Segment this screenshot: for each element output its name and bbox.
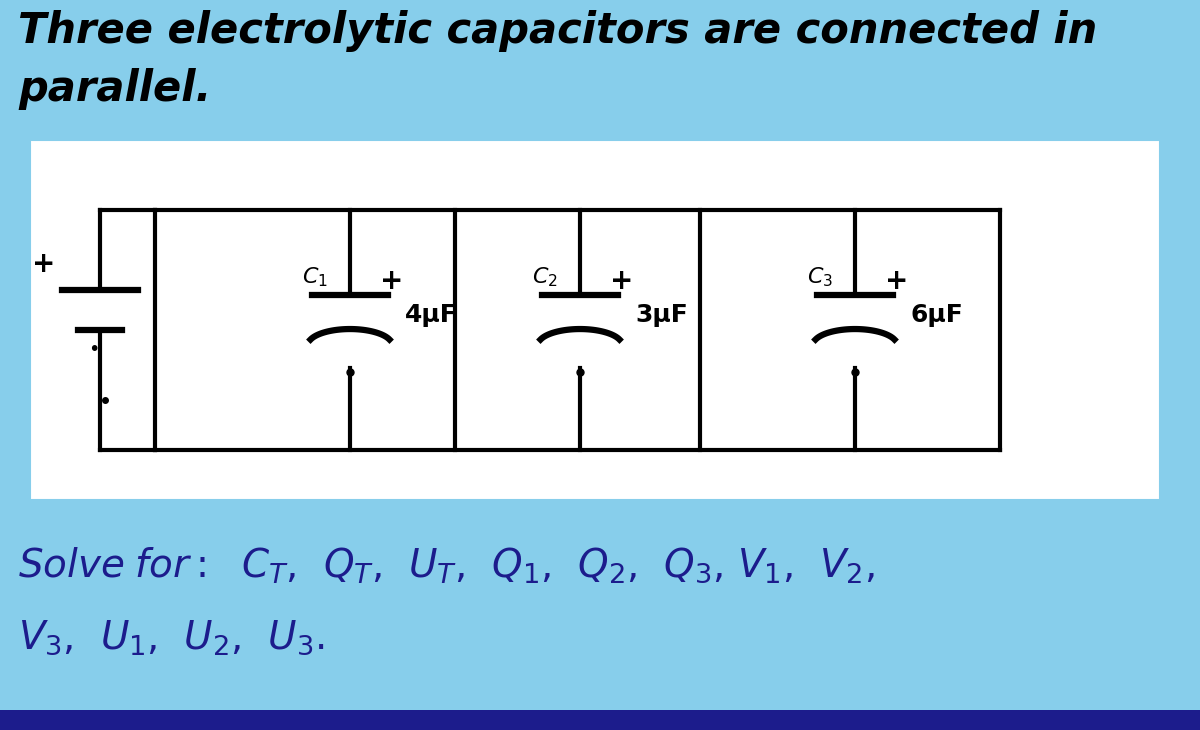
Text: $\mathit{V_3}$,  $\mathit{U_1}$,  $\mathit{U_2}$,  $\mathit{U_3}$.: $\mathit{V_3}$, $\mathit{U_1}$, $\mathit… (18, 618, 325, 656)
Text: $C_1$: $C_1$ (302, 265, 328, 288)
Text: parallel.: parallel. (18, 68, 211, 110)
Text: 6μF: 6μF (910, 303, 962, 327)
Bar (0, 710, 1200, 730)
Text: 3μF: 3μF (635, 303, 688, 327)
Text: +: + (32, 250, 55, 278)
Text: +: + (380, 267, 403, 295)
Text: +: + (886, 267, 908, 295)
Text: $C_2$: $C_2$ (532, 265, 558, 288)
Text: •: • (88, 340, 100, 359)
Text: +: + (610, 267, 634, 295)
Text: $\bf{\mathit{Solve\;for:}}$  $\mathit{C_T}$,  $\mathit{Q_T}$,  $\mathit{U_T}$,  : $\bf{\mathit{Solve\;for:}}$ $\mathit{C_T… (18, 545, 875, 585)
Bar (30, 140, 1160, 500)
Text: 4μF: 4μF (406, 303, 457, 327)
Text: $C_3$: $C_3$ (808, 265, 833, 288)
Text: Three electrolytic capacitors are connected in: Three electrolytic capacitors are connec… (18, 10, 1097, 52)
